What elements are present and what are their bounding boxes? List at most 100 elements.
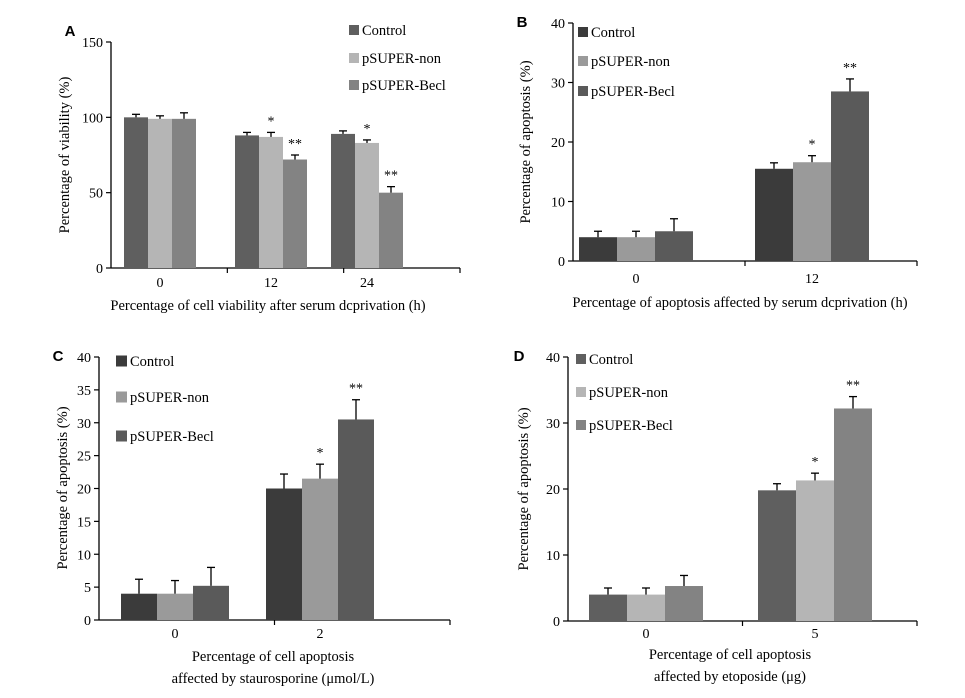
significance-mark: ** — [349, 382, 363, 397]
bar-control-24 — [331, 133, 355, 268]
bar-psuper-becl-12 — [831, 91, 869, 261]
bar-psuper-becl-0 — [193, 585, 229, 620]
x-axis-label-line2: affected by etoposide (μg) — [654, 669, 806, 685]
y-tick-label: 5 — [84, 581, 91, 596]
legend-swatch — [576, 420, 586, 430]
y-tick-label: 30 — [551, 77, 565, 92]
y-tick-label: 50 — [89, 187, 103, 202]
x-tick-label: 2 — [317, 627, 324, 642]
bar-psuper-non-0 — [617, 237, 655, 261]
panel-label: C — [53, 348, 64, 365]
y-tick-label: 0 — [553, 615, 560, 630]
y-tick-label: 20 — [77, 483, 91, 498]
significance-mark: * — [809, 138, 816, 153]
significance-mark: * — [364, 122, 371, 137]
legend-swatch — [576, 387, 586, 397]
x-tick-label: 12 — [805, 272, 819, 287]
y-tick-label: 0 — [96, 262, 103, 277]
bar-control-0 — [589, 594, 627, 621]
bar-psuper-non-0 — [157, 593, 193, 620]
y-tick-label: 20 — [546, 483, 560, 498]
significance-mark: ** — [846, 379, 860, 394]
legend-label: pSUPER-non — [130, 390, 210, 406]
legend-label: Control — [130, 354, 174, 370]
significance-mark: * — [812, 455, 819, 470]
y-tick-label: 25 — [77, 450, 91, 465]
x-tick-label: 0 — [157, 276, 164, 291]
legend-swatch — [578, 56, 588, 66]
significance-mark: * — [317, 446, 324, 461]
x-axis-label: Percentage of apoptosis affected by seru… — [572, 295, 907, 311]
x-tick-label: 12 — [264, 276, 278, 291]
bar-psuper-becl-2 — [338, 419, 374, 620]
bar-psuper-becl-12 — [283, 159, 307, 268]
bar-psuper-non-24 — [355, 142, 379, 268]
y-tick-label: 30 — [77, 417, 91, 432]
bar-psuper-non-0 — [148, 118, 172, 268]
y-tick-label: 150 — [82, 36, 103, 51]
x-axis-label-line2: affected by staurosporine (μmol/L) — [172, 671, 375, 687]
x-tick-label: 24 — [360, 276, 374, 291]
bar-psuper-becl-0 — [665, 586, 703, 621]
x-tick-label: 0 — [643, 627, 650, 642]
x-axis-label: Percentage of cell apoptosis — [649, 647, 812, 663]
legend-swatch — [349, 80, 359, 90]
bar-control-0 — [579, 237, 617, 261]
bar-psuper-becl-0 — [655, 231, 693, 261]
legend-label: Control — [591, 25, 635, 41]
x-axis-label: Percentage of cell viability after serum… — [110, 298, 425, 314]
bar-psuper-non-2 — [302, 478, 338, 620]
legend-swatch — [578, 86, 588, 96]
bar-control-12 — [755, 168, 793, 261]
legend-swatch — [349, 53, 359, 63]
y-axis-label: Percentage of apoptosis (%) — [518, 60, 534, 223]
legend-label: pSUPER-Becl — [589, 418, 673, 434]
panel-label: D — [514, 348, 525, 365]
legend-swatch — [116, 391, 127, 403]
legend-label: pSUPER-Becl — [362, 78, 446, 94]
y-tick-label: 10 — [77, 548, 91, 563]
legend-label: pSUPER-Becl — [591, 84, 675, 100]
bar-psuper-becl-24 — [379, 192, 403, 268]
bar-control-2 — [266, 488, 302, 620]
bar-psuper-becl-5 — [834, 408, 872, 621]
legend-swatch — [116, 355, 127, 367]
legend-label: pSUPER-non — [589, 385, 669, 401]
y-axis-label: Percentage of apoptosis (%) — [516, 407, 532, 570]
bar-psuper-becl-0 — [172, 118, 196, 268]
legend-label: pSUPER-non — [591, 54, 671, 70]
x-tick-label: 5 — [812, 627, 819, 642]
significance-mark: ** — [843, 61, 857, 76]
panel-label: B — [517, 14, 528, 31]
x-tick-label: 0 — [633, 272, 640, 287]
y-tick-label: 20 — [551, 136, 565, 151]
panel-label: A — [65, 23, 76, 40]
bar-psuper-non-0 — [627, 594, 665, 621]
y-tick-label: 30 — [546, 417, 560, 432]
y-axis-label: Percentage of viability (%) — [57, 77, 73, 234]
y-tick-label: 35 — [77, 384, 91, 399]
y-tick-label: 10 — [551, 196, 565, 211]
legend-label: pSUPER-Becl — [130, 429, 214, 445]
y-tick-label: 40 — [77, 351, 91, 366]
legend-swatch — [349, 25, 359, 35]
bar-psuper-non-12 — [259, 136, 283, 268]
legend-swatch — [578, 27, 588, 37]
bar-psuper-non-12 — [793, 162, 831, 261]
y-tick-label: 40 — [546, 351, 560, 366]
legend-label: Control — [589, 352, 633, 368]
x-axis-label: Percentage of cell apoptosis — [192, 649, 355, 665]
x-tick-label: 0 — [172, 627, 179, 642]
bar-psuper-non-5 — [796, 480, 834, 621]
y-tick-label: 0 — [84, 614, 91, 629]
significance-mark: * — [268, 114, 275, 129]
legend-swatch — [116, 430, 127, 442]
legend-label: Control — [362, 23, 406, 39]
legend-swatch — [576, 354, 586, 364]
y-tick-label: 40 — [551, 17, 565, 32]
